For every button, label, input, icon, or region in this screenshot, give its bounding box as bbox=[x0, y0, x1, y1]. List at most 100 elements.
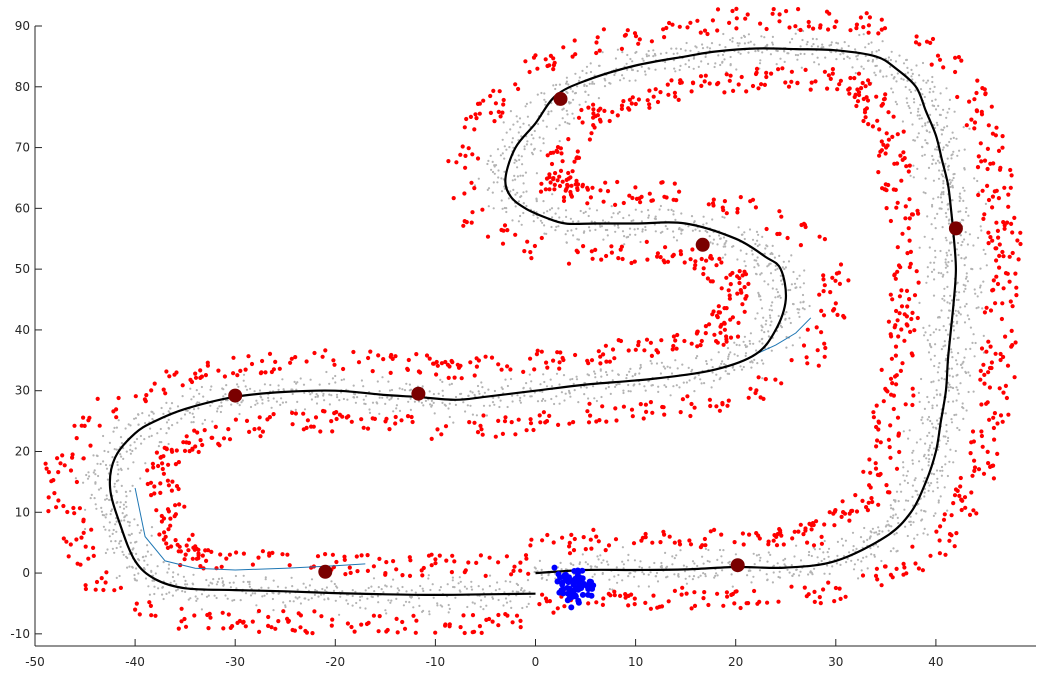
sample-point bbox=[931, 404, 934, 407]
sample-point bbox=[962, 360, 965, 363]
sample-point bbox=[133, 573, 136, 577]
landmark-point bbox=[703, 543, 708, 548]
sample-point bbox=[564, 233, 567, 236]
sample-point bbox=[652, 55, 655, 58]
sample-point bbox=[485, 414, 488, 417]
sample-point bbox=[122, 553, 125, 556]
sample-point bbox=[437, 392, 440, 395]
landmark-point bbox=[894, 566, 899, 572]
sample-point bbox=[763, 280, 766, 283]
sample-point bbox=[627, 553, 630, 557]
landmark-point bbox=[985, 400, 990, 405]
landmark-point bbox=[505, 613, 510, 618]
sample-point bbox=[408, 601, 411, 604]
sample-point bbox=[902, 466, 905, 469]
landmark-point bbox=[347, 565, 352, 570]
landmark-point bbox=[462, 630, 467, 636]
sample-point bbox=[608, 578, 611, 581]
landmark-point bbox=[648, 400, 654, 405]
sample-point bbox=[835, 41, 838, 45]
sample-point bbox=[676, 52, 679, 55]
sample-point bbox=[121, 550, 124, 554]
sample-point bbox=[731, 245, 734, 248]
sample-point bbox=[633, 228, 636, 231]
particle-point bbox=[566, 585, 573, 592]
sample-point bbox=[128, 552, 131, 556]
landmark-point bbox=[165, 478, 170, 483]
landmark-point bbox=[330, 617, 335, 622]
sample-point bbox=[586, 373, 589, 376]
sample-point bbox=[117, 419, 120, 422]
landmark-point bbox=[93, 587, 98, 592]
landmark-point bbox=[865, 508, 871, 513]
landmark-point bbox=[689, 341, 694, 346]
sample-point bbox=[523, 145, 526, 148]
landmark-point bbox=[1000, 134, 1005, 139]
sample-point bbox=[296, 400, 299, 403]
sample-point bbox=[593, 370, 596, 373]
sample-point bbox=[974, 292, 977, 295]
sample-point bbox=[585, 84, 588, 88]
landmark-point bbox=[598, 354, 603, 359]
sample-point bbox=[915, 64, 918, 67]
sample-point bbox=[481, 588, 484, 591]
landmark-point bbox=[984, 305, 989, 310]
sample-point bbox=[550, 397, 553, 401]
sample-point bbox=[628, 214, 631, 217]
landmark-point bbox=[985, 183, 990, 188]
landmark-point bbox=[906, 226, 911, 231]
sample-point bbox=[345, 599, 348, 602]
landmark-point bbox=[658, 90, 663, 95]
sample-point bbox=[336, 396, 339, 399]
sample-point bbox=[355, 601, 358, 605]
sample-point bbox=[982, 334, 985, 337]
sample-point bbox=[771, 43, 775, 46]
landmark-point bbox=[724, 275, 729, 280]
landmark-point bbox=[169, 488, 174, 493]
sample-point bbox=[554, 87, 557, 91]
landmark-point bbox=[552, 182, 557, 187]
sample-point bbox=[578, 103, 581, 106]
sample-point bbox=[600, 225, 604, 228]
sample-point bbox=[225, 384, 228, 387]
sample-point bbox=[128, 534, 131, 537]
sample-point bbox=[272, 592, 275, 595]
sample-point bbox=[796, 277, 799, 280]
landmark-point bbox=[735, 206, 740, 212]
sample-point bbox=[768, 308, 771, 311]
sample-point bbox=[906, 101, 909, 104]
sample-point bbox=[685, 582, 689, 585]
sample-point bbox=[735, 68, 738, 71]
landmark-point bbox=[1006, 204, 1011, 209]
sample-point bbox=[703, 382, 706, 385]
landmark-point bbox=[995, 281, 1001, 287]
landmark-point bbox=[764, 26, 769, 32]
sample-point bbox=[410, 595, 413, 599]
landmark-point bbox=[528, 421, 534, 426]
landmark-point bbox=[866, 500, 871, 505]
sample-point bbox=[621, 546, 625, 549]
landmark-point bbox=[626, 603, 631, 608]
sample-point bbox=[932, 90, 935, 93]
sample-point bbox=[932, 179, 936, 182]
sample-point bbox=[143, 559, 146, 562]
landmark-point bbox=[478, 553, 483, 558]
sample-point bbox=[210, 385, 213, 388]
sample-point bbox=[611, 369, 614, 372]
landmark-point bbox=[205, 363, 210, 368]
sample-point bbox=[119, 545, 122, 549]
landmark-point bbox=[629, 260, 634, 266]
landmark-point bbox=[822, 522, 827, 527]
landmark-point bbox=[591, 115, 596, 120]
sample-point bbox=[733, 353, 736, 356]
landmark-point bbox=[809, 80, 814, 85]
landmark-point bbox=[547, 187, 552, 192]
landmark-point bbox=[399, 418, 404, 423]
sample-point bbox=[436, 602, 439, 605]
landmark-point bbox=[947, 538, 952, 543]
landmark-point bbox=[439, 361, 444, 366]
sample-point bbox=[569, 395, 572, 398]
sample-point bbox=[704, 547, 708, 551]
sample-point bbox=[253, 390, 256, 393]
sample-point bbox=[900, 490, 903, 493]
